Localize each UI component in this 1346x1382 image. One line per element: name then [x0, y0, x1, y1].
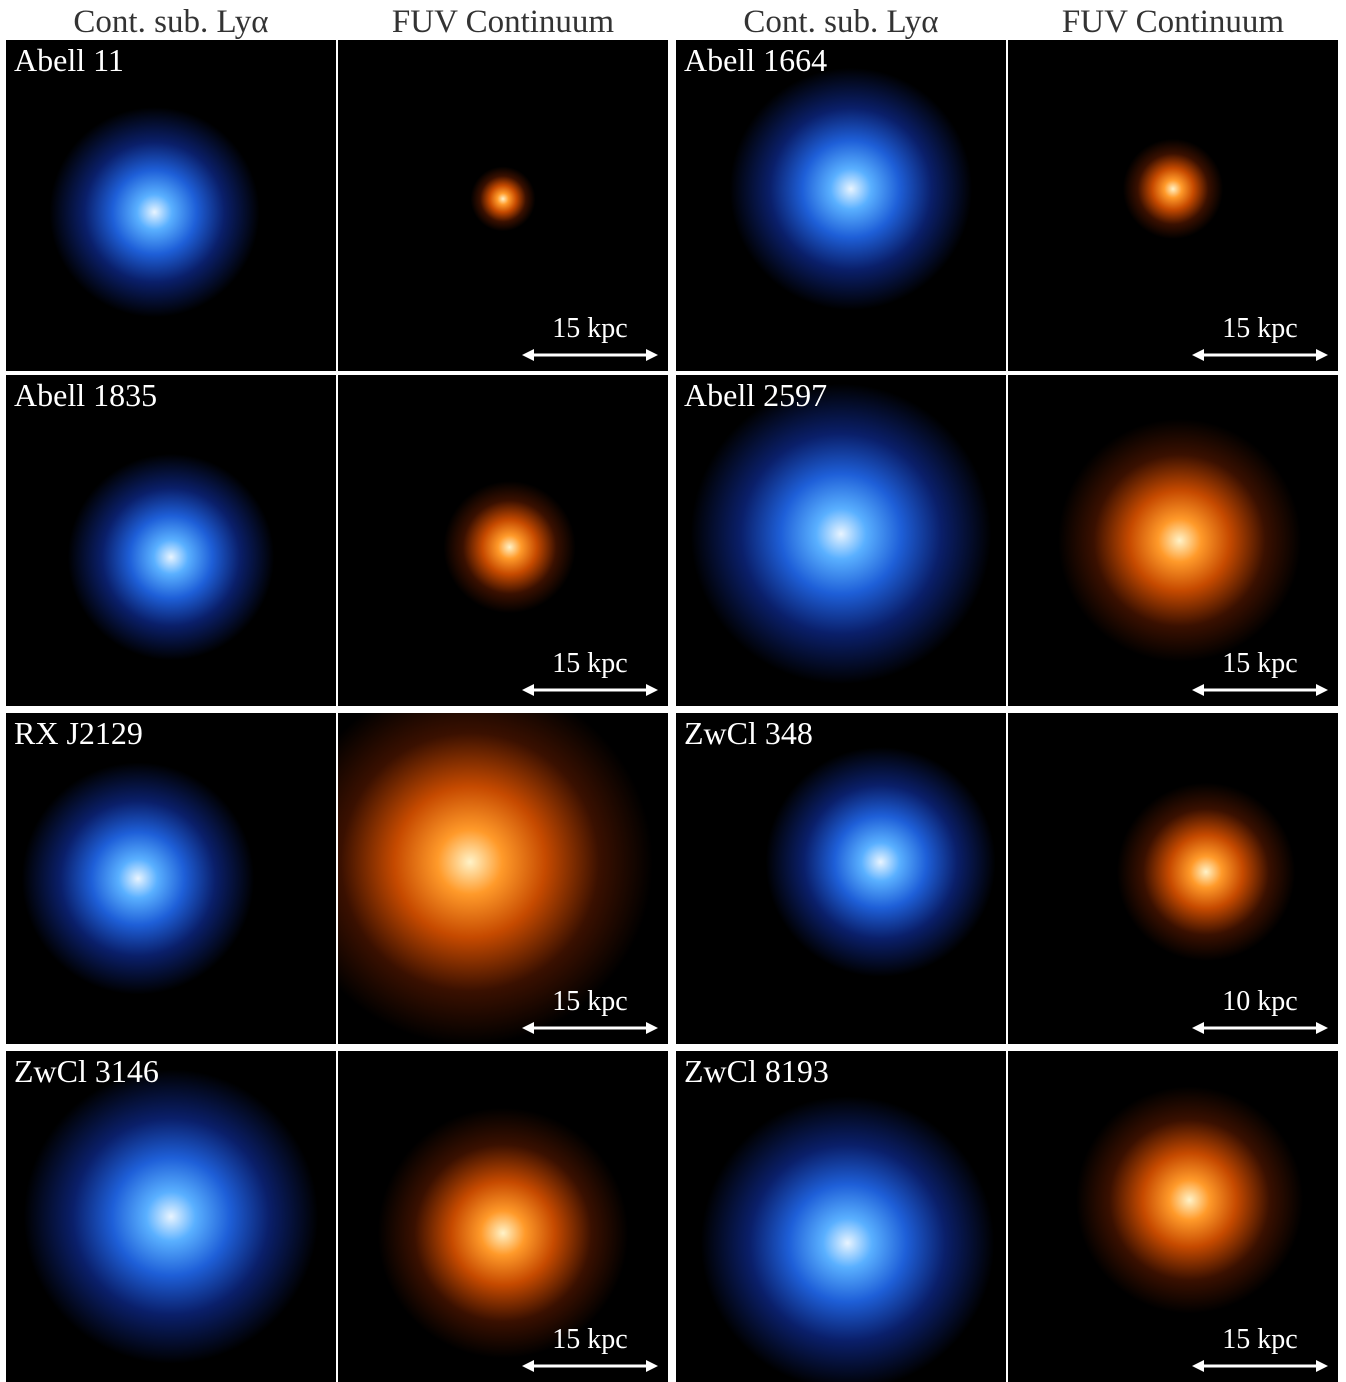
scale-arrow — [1192, 1022, 1328, 1034]
scale-bar: 15 kpc — [522, 648, 658, 698]
fuv-image: 10 kpc — [1008, 713, 1338, 1044]
scale-bar: 15 kpc — [522, 1324, 658, 1374]
scale-bar: 10 kpc — [1192, 986, 1328, 1036]
fuv-image: 15 kpc — [338, 1051, 668, 1382]
scale-label: 15 kpc — [1222, 313, 1298, 344]
scale-arrow — [522, 1022, 658, 1034]
scale-arrow — [522, 349, 658, 361]
fuv-image: 15 kpc — [338, 713, 668, 1044]
scale-bar: 15 kpc — [1192, 1324, 1328, 1374]
object-name: Abell 2597 — [684, 377, 828, 413]
arrow-head — [1192, 1022, 1204, 1034]
lya-image: ZwCl 348 — [676, 713, 1006, 1044]
scale-label: 15 kpc — [552, 1324, 628, 1355]
arrow-head — [646, 349, 658, 361]
lya-image: RX J2129 — [6, 713, 336, 1044]
scale-label: 15 kpc — [552, 986, 628, 1017]
object-name: RX J2129 — [14, 715, 143, 751]
lya-image: ZwCl 3146 — [6, 1051, 336, 1382]
arrow-head — [1192, 349, 1204, 361]
object-name: ZwCl 8193 — [684, 1053, 829, 1089]
arrow-head — [1316, 1022, 1328, 1034]
scale-label: 10 kpc — [1222, 986, 1298, 1017]
arrow-head — [1316, 1360, 1328, 1372]
scale-arrow — [522, 684, 658, 696]
scale-arrow — [1192, 684, 1328, 696]
arrow-head — [1192, 684, 1204, 696]
arrow-head — [1192, 1360, 1204, 1372]
lya-image: Abell 1664 — [676, 40, 1006, 371]
lya-image: ZwCl 8193 — [676, 1051, 1006, 1382]
scale-arrow — [1192, 349, 1328, 361]
arrow-head — [522, 684, 534, 696]
scale-bar: 15 kpc — [522, 313, 658, 363]
column-header: FUV Continuum — [1061, 4, 1285, 40]
scale-bar: 15 kpc — [1192, 313, 1328, 363]
arrow-head — [646, 684, 658, 696]
arrow-head — [522, 1360, 534, 1372]
arrow-head — [646, 1022, 658, 1034]
object-name: ZwCl 3146 — [14, 1053, 159, 1089]
object-name: Abell 1664 — [684, 42, 828, 78]
arrow-head — [522, 1022, 534, 1034]
scale-arrow — [1192, 1360, 1328, 1372]
scale-bar: 15 kpc — [1192, 648, 1328, 698]
scale-label: 15 kpc — [1222, 648, 1298, 679]
arrow-head — [522, 349, 534, 361]
fuv-image: 15 kpc — [1008, 40, 1338, 371]
scale-arrow — [522, 1360, 658, 1372]
fuv-image: 15 kpc — [338, 375, 668, 706]
arrow-head — [646, 1360, 658, 1372]
object-name: ZwCl 348 — [684, 715, 813, 751]
scale-label: 15 kpc — [552, 648, 628, 679]
fuv-image: 15 kpc — [1008, 1051, 1338, 1382]
lya-image: Abell 11 — [6, 40, 336, 371]
scale-bar: 15 kpc — [522, 986, 658, 1036]
object-name: Abell 1835 — [14, 377, 158, 413]
arrow-head — [1316, 684, 1328, 696]
arrow-head — [1316, 349, 1328, 361]
lya-image: Abell 2597 — [676, 375, 1006, 706]
fuv-image: 15 kpc — [338, 40, 668, 371]
lya-image: Abell 1835 — [6, 375, 336, 706]
column-header: Cont. sub. Lyα — [743, 4, 939, 40]
scale-label: 15 kpc — [1222, 1324, 1298, 1355]
object-name: Abell 11 — [14, 42, 124, 78]
fuv-image: 15 kpc — [1008, 375, 1338, 706]
column-header: Cont. sub. Lyα — [73, 4, 269, 40]
scale-label: 15 kpc — [552, 313, 628, 344]
column-header: FUV Continuum — [391, 4, 615, 40]
